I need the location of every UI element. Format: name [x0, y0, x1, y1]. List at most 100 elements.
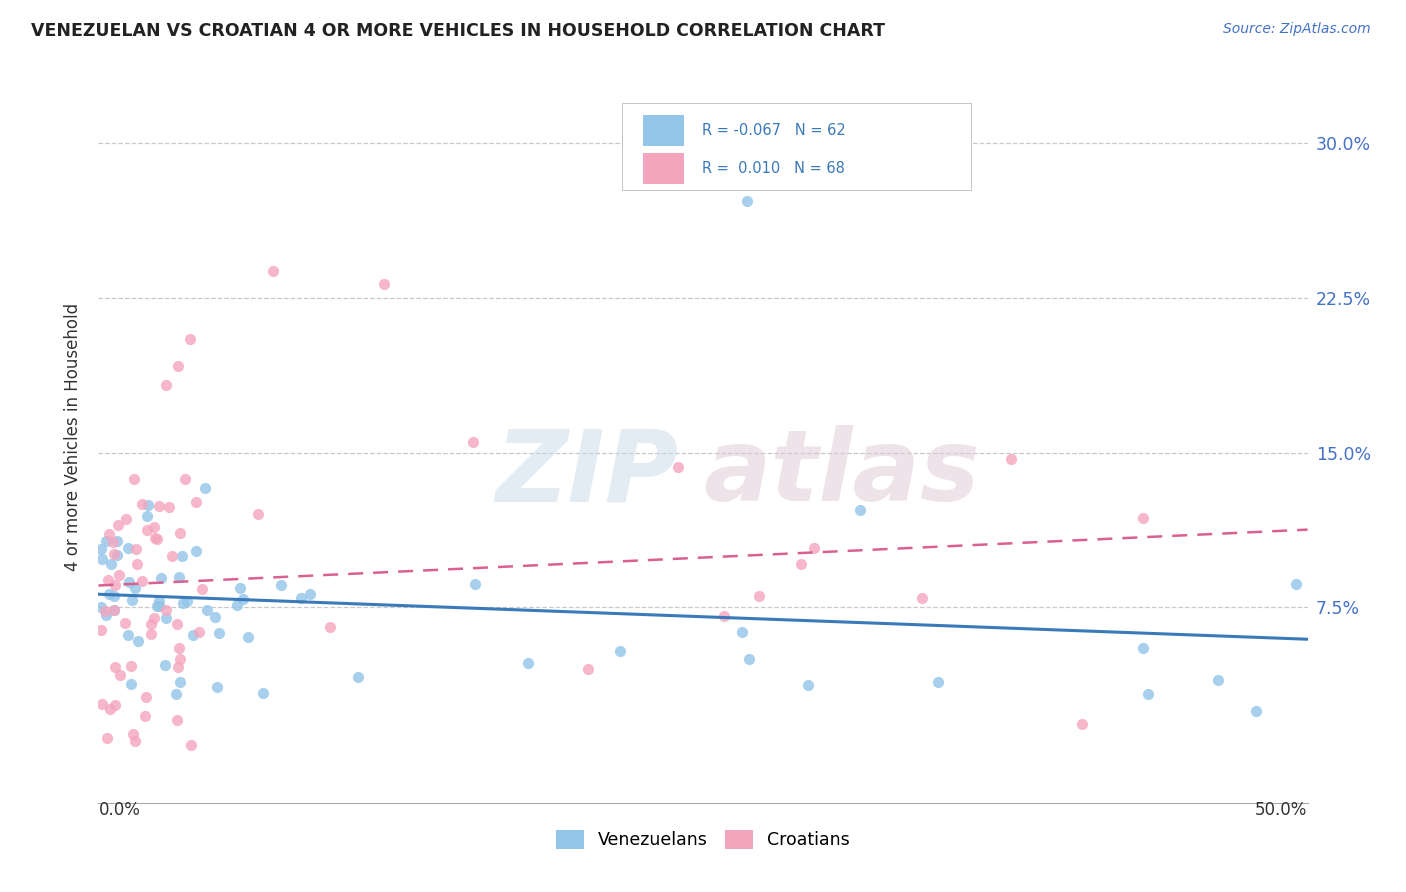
Point [104, 698, 127, 713]
Point [105, 548, 128, 562]
Point [135, 508, 157, 523]
Point [225, 598, 247, 612]
Point [134, 708, 156, 723]
Point [114, 616, 136, 631]
Point [101, 535, 124, 549]
Point [1246, 704, 1268, 718]
Point [373, 277, 395, 291]
Point [90, 624, 112, 638]
Point [155, 611, 177, 625]
Point [1070, 717, 1092, 731]
Point [463, 435, 485, 450]
Point [790, 557, 813, 571]
Point [232, 591, 254, 606]
Text: 0.0%: 0.0% [98, 801, 141, 819]
Point [118, 575, 141, 590]
Point [193, 481, 215, 495]
Point [713, 608, 735, 623]
Point [252, 686, 274, 700]
Point [797, 677, 820, 691]
Point [191, 582, 214, 596]
Point [162, 549, 184, 563]
Point [176, 594, 198, 608]
Point [127, 634, 149, 648]
Point [108, 568, 131, 582]
Point [131, 574, 153, 588]
Point [145, 532, 167, 546]
Point [90, 600, 112, 615]
Point [186, 544, 208, 558]
Point [148, 599, 170, 613]
Point [463, 577, 485, 591]
Point [803, 541, 825, 555]
Point [103, 547, 125, 561]
Point [120, 677, 142, 691]
Point [104, 660, 127, 674]
Point [120, 658, 142, 673]
Point [149, 571, 172, 585]
Point [166, 713, 188, 727]
Point [145, 531, 167, 545]
Point [169, 674, 191, 689]
Point [104, 578, 127, 592]
Point [1285, 576, 1308, 591]
Point [122, 727, 145, 741]
Point [135, 524, 157, 538]
Point [108, 668, 131, 682]
Point [100, 557, 122, 571]
Point [117, 628, 139, 642]
FancyBboxPatch shape [643, 115, 683, 146]
Point [849, 503, 872, 517]
Point [270, 578, 292, 592]
Point [94, 604, 117, 618]
Point [184, 495, 207, 509]
Point [96, 608, 118, 623]
Point [195, 602, 218, 616]
Point [207, 680, 229, 694]
Point [666, 460, 689, 475]
Point [97, 526, 120, 541]
Point [204, 610, 226, 624]
Point [1206, 673, 1229, 687]
Point [609, 644, 631, 658]
Point [1132, 511, 1154, 525]
Point [143, 611, 166, 625]
Point [927, 675, 949, 690]
Point [166, 617, 188, 632]
Point [167, 569, 190, 583]
Point [115, 512, 138, 526]
Point [90, 542, 112, 557]
Text: atlas: atlas [703, 425, 980, 522]
Point [146, 599, 169, 613]
Point [155, 603, 177, 617]
Point [516, 656, 538, 670]
Point [180, 739, 202, 753]
Point [236, 631, 259, 645]
FancyBboxPatch shape [643, 153, 683, 184]
Point [141, 616, 163, 631]
Point [169, 652, 191, 666]
Point [318, 620, 340, 634]
Point [103, 603, 125, 617]
Point [117, 541, 139, 556]
Point [124, 472, 146, 486]
FancyBboxPatch shape [621, 103, 972, 190]
Point [97, 587, 120, 601]
Point [172, 596, 194, 610]
Text: 50.0%: 50.0% [1256, 801, 1308, 819]
Text: Source: ZipAtlas.com: Source: ZipAtlas.com [1223, 22, 1371, 37]
Point [91, 551, 114, 566]
Point [125, 541, 148, 556]
Y-axis label: 4 or more Vehicles in Household: 4 or more Vehicles in Household [63, 303, 82, 571]
Point [136, 498, 159, 512]
Point [735, 194, 758, 209]
Point [155, 377, 177, 392]
Point [1136, 687, 1159, 701]
Point [131, 497, 153, 511]
Point [730, 625, 752, 640]
Point [105, 534, 128, 549]
Point [103, 603, 125, 617]
Point [174, 472, 197, 486]
Point [98, 702, 121, 716]
Point [91, 697, 114, 711]
